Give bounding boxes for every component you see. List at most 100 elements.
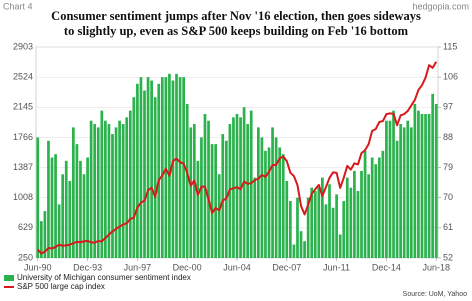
bar [96, 127, 100, 258]
bar [89, 120, 93, 258]
bar [150, 80, 153, 258]
bar [431, 93, 435, 258]
chart-title: to slightly up, even as S&P 500 keeps bu… [64, 24, 409, 38]
y-tick-label: 1387 [13, 162, 33, 172]
bar [317, 187, 321, 258]
bar [335, 194, 338, 258]
bar [192, 124, 196, 259]
bar [132, 97, 136, 258]
bar [185, 103, 189, 258]
x-tick-label: Dec-00 [173, 262, 202, 272]
y-tick-label: 2903 [13, 41, 33, 51]
y2-tick-label: 115 [443, 41, 457, 51]
bar [324, 204, 328, 258]
bar [296, 197, 299, 258]
bar [68, 180, 72, 258]
bar [171, 80, 175, 258]
x-tick-label: Dec-93 [73, 262, 102, 272]
bar [342, 201, 346, 258]
bar [420, 113, 424, 258]
line [37, 61, 438, 255]
bar [370, 157, 374, 258]
bar [413, 103, 417, 258]
y-tick-label: 250 [18, 252, 33, 262]
bar [196, 160, 200, 258]
bar [289, 201, 292, 258]
bar [353, 170, 356, 258]
bar [385, 120, 388, 258]
bar [267, 147, 271, 258]
bar [82, 174, 86, 258]
bar [367, 174, 370, 258]
bar [249, 110, 253, 258]
bar [175, 73, 178, 259]
bar [264, 150, 267, 258]
bar [424, 113, 427, 258]
y-tick-label: 1008 [13, 192, 33, 202]
bar [210, 144, 214, 258]
bar [299, 231, 303, 258]
bar [253, 177, 257, 258]
bar [303, 241, 306, 258]
y2-tick-label: 70 [443, 192, 453, 202]
legend-label: University of Michigan consumer sentimen… [17, 273, 191, 282]
bar [271, 127, 274, 258]
bar [72, 127, 75, 258]
bar [256, 127, 260, 258]
bar [153, 97, 157, 258]
bar [406, 120, 410, 258]
x-tick-label: Jun-04 [223, 262, 251, 272]
y-tick-label: 629 [18, 222, 33, 232]
bar [409, 127, 413, 258]
bar [136, 83, 139, 258]
x-tick-label: Jun-90 [24, 262, 52, 272]
bar [345, 177, 349, 258]
bar [107, 124, 111, 259]
x-tick-label: Dec-07 [272, 262, 301, 272]
bar [200, 137, 203, 258]
bar [285, 180, 289, 258]
bar [100, 110, 104, 258]
bar [111, 134, 114, 258]
y-tick-label: 2145 [13, 102, 33, 112]
bar [75, 144, 79, 258]
bar [39, 221, 43, 258]
bar [57, 204, 61, 258]
bar [321, 177, 324, 258]
bar [313, 191, 317, 258]
x-tick-label: Jun-97 [124, 262, 152, 272]
source: Source: UoM, Yahoo [403, 291, 467, 298]
bar [139, 77, 143, 259]
bar [349, 187, 353, 258]
bar [399, 124, 402, 259]
y2-tick-label: 106 [443, 72, 458, 82]
bar [292, 244, 296, 258]
bar [388, 120, 392, 258]
bar [278, 147, 282, 258]
bar [178, 77, 182, 259]
bar [434, 103, 438, 258]
bar [160, 77, 164, 259]
bar [114, 127, 118, 258]
bar [79, 160, 82, 258]
bar [395, 140, 399, 258]
y2-tick-label: 61 [443, 222, 453, 232]
bar [392, 110, 395, 258]
bar [47, 140, 50, 258]
bar [157, 83, 161, 258]
bar [43, 211, 47, 258]
y2-tick-label: 97 [443, 102, 453, 112]
chart-title: Consumer sentiment jumps after Nov '16 e… [51, 9, 421, 23]
bar [246, 124, 250, 259]
bar [374, 164, 378, 258]
bar [377, 157, 381, 258]
y-tick-label: 2524 [13, 72, 33, 82]
bar [217, 174, 221, 258]
legend-label: S&P 500 large cap index [17, 282, 105, 291]
bar [356, 191, 360, 258]
bar [164, 77, 168, 259]
bar [121, 124, 125, 259]
x-tick-label: Jun-11 [323, 262, 350, 272]
bar [182, 77, 185, 259]
